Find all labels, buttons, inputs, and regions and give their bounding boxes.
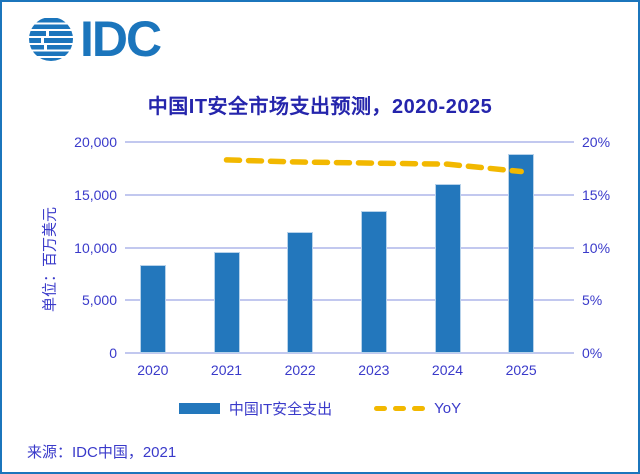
x-tick-label: 2021	[210, 362, 243, 378]
idc-logo-text: IDC	[80, 11, 162, 67]
y-tick-label-left: 0	[109, 345, 117, 361]
y-tick-label-left: 15,000	[74, 186, 117, 203]
legend-line-label: YoY	[434, 400, 462, 417]
bar-2022	[287, 231, 314, 353]
source-note: 来源：IDC中国，2021	[27, 444, 177, 461]
y-tick-label-left: 10,000	[74, 239, 117, 256]
x-tick-label: 2022	[284, 362, 316, 378]
grid-line	[125, 246, 574, 249]
legend: 中国IT安全支出 YoY	[2, 398, 638, 419]
grid-line	[125, 193, 574, 196]
y-tick-label-right: 20%	[582, 134, 611, 150]
x-tick-label: 2023	[358, 362, 390, 378]
y-tick-label-right: 10%	[582, 239, 611, 256]
legend-dash-swatch-icon	[374, 406, 426, 411]
bar-2024	[434, 184, 461, 353]
legend-bar-swatch-icon	[178, 403, 220, 414]
x-tick-label: 2020	[137, 362, 169, 378]
bar-2023	[360, 210, 387, 353]
idc-logo: IDC	[28, 11, 162, 67]
globe-icon	[29, 18, 73, 61]
x-tick-label: 2025	[505, 362, 537, 378]
grid-line	[125, 141, 574, 143]
y-tick-label-left: 20,000	[74, 134, 117, 150]
bar-2025	[508, 153, 535, 353]
y-tick-label-right: 15%	[582, 186, 611, 203]
legend-bar-label: 中国IT安全支出	[228, 401, 333, 418]
bar-2020	[139, 265, 166, 353]
chart-title: 中国IT安全市场支出预测，2020-2025	[147, 96, 493, 118]
y-tick-label-left: 5,000	[81, 292, 117, 309]
grid-line	[125, 299, 574, 302]
y-tick-label-right: 5%	[582, 292, 603, 309]
x-tick-label: 2024	[431, 362, 464, 378]
yoy-dashed-line	[223, 157, 524, 175]
bar-2021	[213, 251, 240, 353]
y-tick-label-right: 0%	[582, 345, 603, 361]
grid-line	[125, 352, 574, 354]
